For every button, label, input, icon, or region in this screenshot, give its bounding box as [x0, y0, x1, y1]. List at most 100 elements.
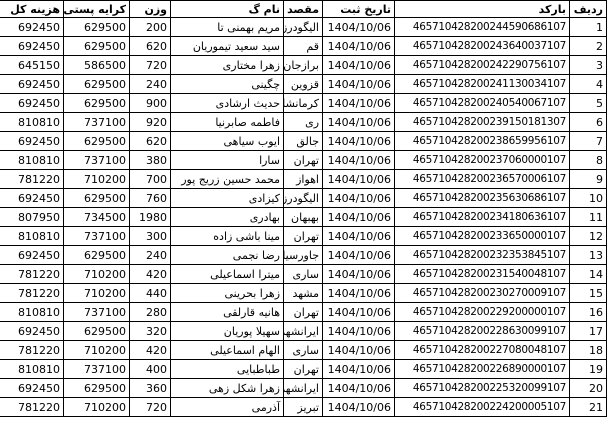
- cell-date[interactable]: 1404/10/06: [322, 36, 395, 56]
- cell-total-cost[interactable]: 781220: [0, 264, 64, 284]
- cell-total-cost[interactable]: 781220: [0, 169, 64, 189]
- cell-barcode[interactable]: 465710428200238659956107: [394, 131, 570, 151]
- cell-date[interactable]: 1404/10/06: [322, 150, 395, 170]
- cell-barcode[interactable]: 465710428200229200000107: [394, 302, 570, 322]
- cell-weight[interactable]: 380: [129, 150, 171, 170]
- cell-postal-fare[interactable]: 586500: [63, 55, 130, 75]
- cell-postal-fare[interactable]: 629500: [63, 321, 130, 341]
- cell-barcode[interactable]: 465710428200231540048107: [394, 264, 570, 284]
- cell-postal-fare[interactable]: 629500: [63, 188, 130, 208]
- cell-barcode[interactable]: 465710428200227080048107: [394, 340, 570, 360]
- cell-postal-fare[interactable]: 737100: [63, 112, 130, 132]
- cell-weight[interactable]: 1980: [129, 207, 171, 227]
- cell-destination[interactable]: الیگودرز: [283, 17, 323, 37]
- cell-postal-fare[interactable]: 629500: [63, 74, 130, 94]
- cell-barcode[interactable]: 465710428200224200005107: [394, 397, 570, 417]
- cell-total-cost[interactable]: 810810: [0, 112, 64, 132]
- cell-total-cost[interactable]: 692450: [0, 188, 64, 208]
- cell-name[interactable]: ایوب سیاهی: [170, 131, 284, 151]
- cell-date[interactable]: 1404/10/06: [322, 321, 395, 341]
- cell-destination[interactable]: قزوین: [283, 74, 323, 94]
- cell-date[interactable]: 1404/10/06: [322, 302, 395, 322]
- cell-total-cost[interactable]: 692450: [0, 131, 64, 151]
- column-header-destination[interactable]: مقصد: [283, 0, 323, 18]
- cell-barcode[interactable]: 465710428200243640037107: [394, 36, 570, 56]
- cell-row-number[interactable]: 11: [569, 207, 607, 227]
- cell-weight[interactable]: 400: [129, 359, 171, 379]
- cell-row-number[interactable]: 16: [569, 302, 607, 322]
- cell-destination[interactable]: ری: [283, 112, 323, 132]
- cell-date[interactable]: 1404/10/06: [322, 74, 395, 94]
- cell-destination[interactable]: تهران: [283, 150, 323, 170]
- cell-name[interactable]: سارا: [170, 150, 284, 170]
- cell-row-number[interactable]: 12: [569, 226, 607, 246]
- cell-barcode[interactable]: 465710428200244590686107: [394, 17, 570, 37]
- cell-total-cost[interactable]: 807950: [0, 207, 64, 227]
- cell-barcode[interactable]: 465710428200225320099107: [394, 378, 570, 398]
- cell-row-number[interactable]: 15: [569, 283, 607, 303]
- cell-destination[interactable]: ایرانشهر: [283, 321, 323, 341]
- cell-total-cost[interactable]: 692450: [0, 321, 64, 341]
- cell-barcode[interactable]: 465710428200237060000107: [394, 150, 570, 170]
- cell-date[interactable]: 1404/10/06: [322, 188, 395, 208]
- cell-date[interactable]: 1404/10/06: [322, 131, 395, 151]
- cell-total-cost[interactable]: 810810: [0, 150, 64, 170]
- cell-total-cost[interactable]: 692450: [0, 74, 64, 94]
- cell-date[interactable]: 1404/10/06: [322, 378, 395, 398]
- cell-weight[interactable]: 420: [129, 264, 171, 284]
- cell-date[interactable]: 1404/10/06: [322, 245, 395, 265]
- cell-postal-fare[interactable]: 710200: [63, 169, 130, 189]
- cell-row-number[interactable]: 10: [569, 188, 607, 208]
- cell-date[interactable]: 1404/10/06: [322, 93, 395, 113]
- cell-barcode[interactable]: 465710428200241130034107: [394, 74, 570, 94]
- cell-barcode[interactable]: 465710428200232353845107: [394, 245, 570, 265]
- cell-barcode[interactable]: 465710428200239150181307: [394, 112, 570, 132]
- column-header-postal-fare[interactable]: کرایه پستی: [63, 0, 130, 18]
- cell-name[interactable]: الهام اسماعیلی: [170, 340, 284, 360]
- cell-weight[interactable]: 700: [129, 169, 171, 189]
- cell-destination[interactable]: جاورسیان: [283, 245, 323, 265]
- cell-row-number[interactable]: 2: [569, 36, 607, 56]
- cell-name[interactable]: سید سعید تیموریان: [170, 36, 284, 56]
- cell-barcode[interactable]: 465710428200236570006107: [394, 169, 570, 189]
- cell-postal-fare[interactable]: 737100: [63, 359, 130, 379]
- cell-date[interactable]: 1404/10/06: [322, 207, 395, 227]
- column-header-total-cost[interactable]: هزینه کل: [0, 0, 64, 18]
- cell-postal-fare[interactable]: 629500: [63, 378, 130, 398]
- cell-weight[interactable]: 720: [129, 55, 171, 75]
- column-header-date[interactable]: تاریخ ثبت: [322, 0, 395, 18]
- cell-name[interactable]: چگینی: [170, 74, 284, 94]
- cell-weight[interactable]: 920: [129, 112, 171, 132]
- cell-weight[interactable]: 320: [129, 321, 171, 341]
- cell-destination[interactable]: قم: [283, 36, 323, 56]
- cell-postal-fare[interactable]: 737100: [63, 302, 130, 322]
- cell-weight[interactable]: 620: [129, 131, 171, 151]
- cell-name[interactable]: میترا اسماعیلی: [170, 264, 284, 284]
- cell-name[interactable]: مریم بهمنی تا: [170, 17, 284, 37]
- cell-postal-fare[interactable]: 629500: [63, 245, 130, 265]
- cell-row-number[interactable]: 18: [569, 340, 607, 360]
- cell-total-cost[interactable]: 692450: [0, 378, 64, 398]
- cell-row-number[interactable]: 20: [569, 378, 607, 398]
- cell-destination[interactable]: برازجان: [283, 55, 323, 75]
- cell-total-cost[interactable]: 645150: [0, 55, 64, 75]
- cell-weight[interactable]: 440: [129, 283, 171, 303]
- cell-total-cost[interactable]: 692450: [0, 93, 64, 113]
- cell-postal-fare[interactable]: 710200: [63, 264, 130, 284]
- cell-total-cost[interactable]: 692450: [0, 17, 64, 37]
- cell-date[interactable]: 1404/10/06: [322, 112, 395, 132]
- column-header-weight[interactable]: وزن: [129, 0, 171, 18]
- cell-postal-fare[interactable]: 629500: [63, 93, 130, 113]
- cell-total-cost[interactable]: 781220: [0, 340, 64, 360]
- cell-destination[interactable]: تبریز: [283, 397, 323, 417]
- cell-weight[interactable]: 280: [129, 302, 171, 322]
- cell-row-number[interactable]: 4: [569, 74, 607, 94]
- cell-barcode[interactable]: 465710428200226890000107: [394, 359, 570, 379]
- cell-destination[interactable]: اهواز: [283, 169, 323, 189]
- cell-destination[interactable]: تهران: [283, 359, 323, 379]
- cell-weight[interactable]: 240: [129, 74, 171, 94]
- cell-destination[interactable]: کرمانشاه: [283, 93, 323, 113]
- cell-total-cost[interactable]: 810810: [0, 226, 64, 246]
- cell-destination[interactable]: تهران: [283, 302, 323, 322]
- cell-date[interactable]: 1404/10/06: [322, 359, 395, 379]
